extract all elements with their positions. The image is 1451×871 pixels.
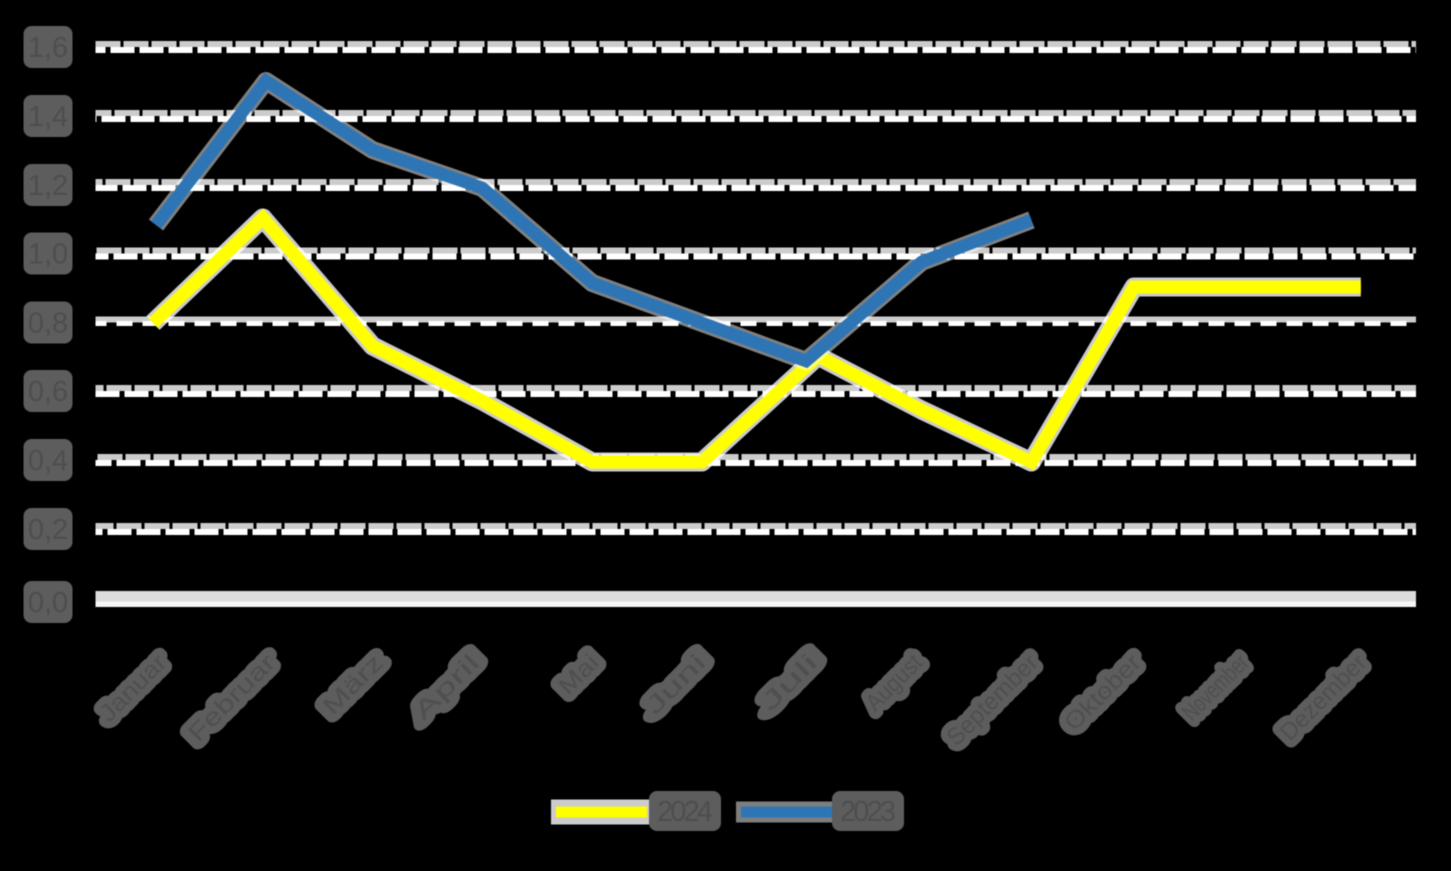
svg-text:Juli: Juli bbox=[755, 649, 823, 717]
svg-text:0,6: 0,6 bbox=[28, 376, 68, 408]
svg-text:1,6: 1,6 bbox=[28, 32, 68, 64]
svg-text:April: April bbox=[409, 649, 485, 725]
svg-text:1,2: 1,2 bbox=[28, 170, 68, 202]
svg-text:Juni: Juni bbox=[640, 649, 711, 720]
svg-text:1,0: 1,0 bbox=[28, 239, 68, 271]
svg-text:Mai: Mai bbox=[553, 649, 604, 700]
svg-text:0,4: 0,4 bbox=[28, 445, 68, 477]
svg-text:Dezember: Dezember bbox=[1275, 649, 1372, 746]
svg-text:August: August bbox=[860, 649, 928, 717]
svg-text:September: September bbox=[942, 649, 1044, 751]
svg-text:0,8: 0,8 bbox=[28, 308, 68, 340]
svg-text:2024: 2024 bbox=[657, 796, 713, 828]
svg-text:2023: 2023 bbox=[840, 796, 896, 828]
svg-text:1,4: 1,4 bbox=[28, 101, 68, 133]
svg-text:November: November bbox=[1177, 649, 1254, 726]
svg-text:0,0: 0,0 bbox=[28, 587, 68, 619]
svg-text:0,2: 0,2 bbox=[28, 514, 68, 546]
svg-text:März: März bbox=[318, 649, 389, 720]
svg-text:Januar: Januar bbox=[94, 649, 172, 727]
svg-text:Februar: Februar bbox=[183, 649, 281, 747]
svg-text:Oktober: Oktober bbox=[1059, 649, 1146, 736]
